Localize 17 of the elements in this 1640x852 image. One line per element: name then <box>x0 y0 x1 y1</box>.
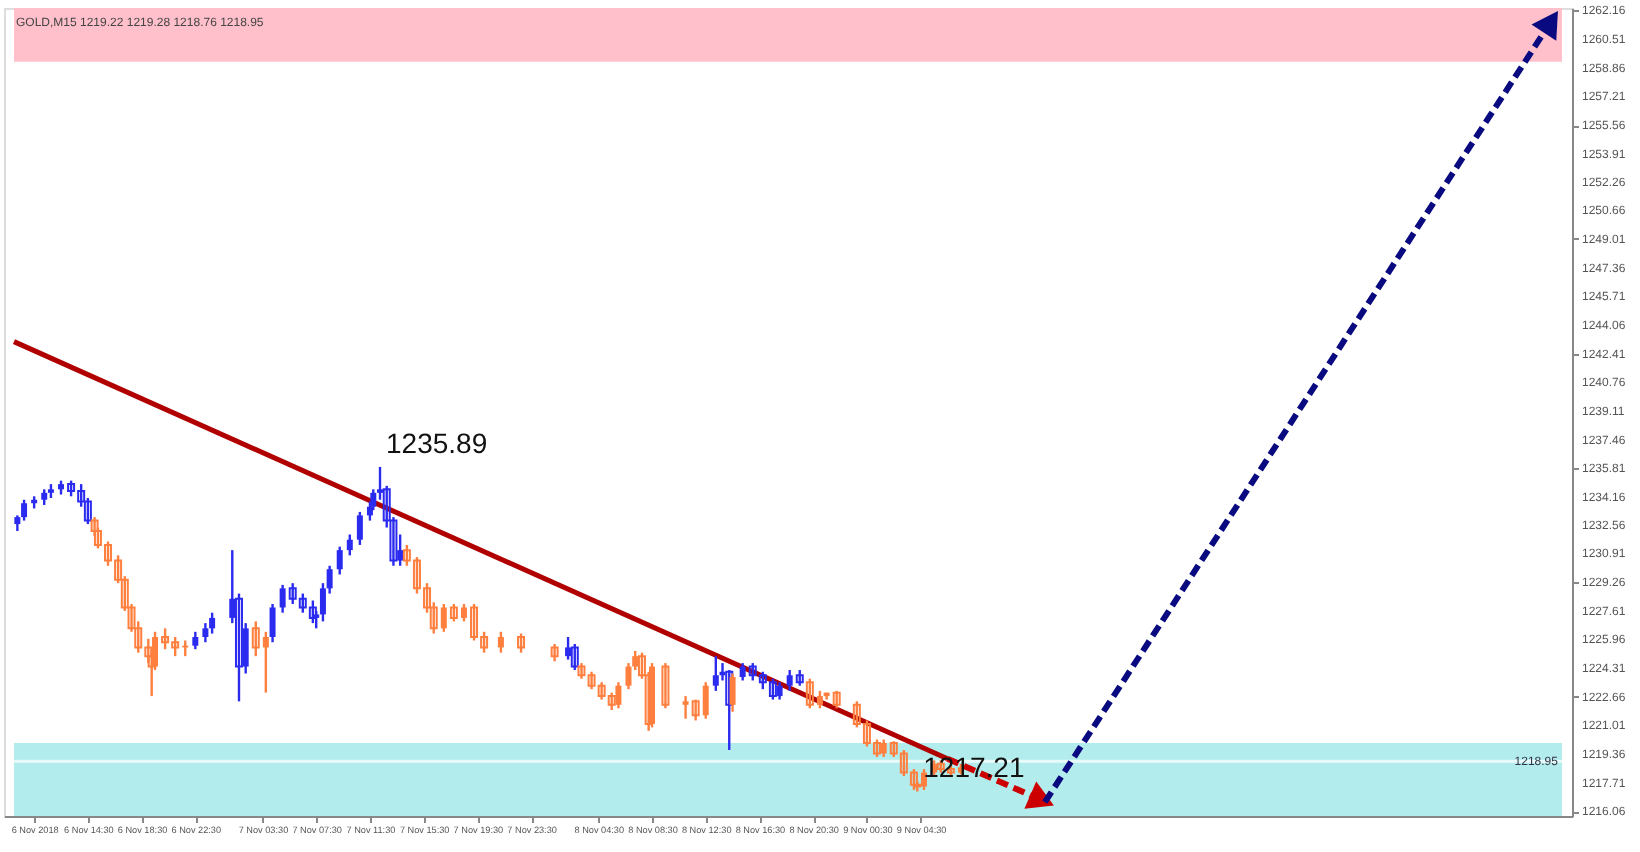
candlestick <box>202 621 209 644</box>
candlestick <box>570 642 579 672</box>
candlestick <box>661 661 670 710</box>
candlestick <box>832 689 841 710</box>
candlestick <box>712 654 719 693</box>
candlestick <box>725 668 734 752</box>
candlestick <box>497 630 504 654</box>
annotation: 1235.89 <box>386 426 488 459</box>
candlestick <box>729 672 736 713</box>
candlestick <box>356 510 363 547</box>
candlestick <box>346 533 353 557</box>
candlestick <box>615 681 622 710</box>
candlestick <box>209 611 216 635</box>
candlestick <box>550 642 559 663</box>
candlestick <box>517 632 526 654</box>
candlestick <box>269 602 276 644</box>
candlestick <box>336 545 343 576</box>
